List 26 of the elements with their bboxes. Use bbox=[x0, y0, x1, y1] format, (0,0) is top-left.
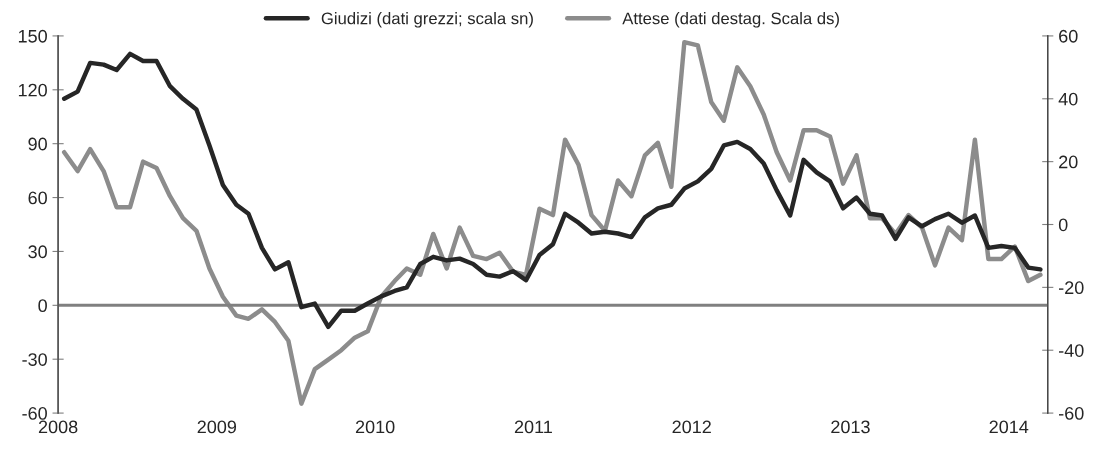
y2-tick-label: -20 bbox=[1058, 281, 1084, 295]
legend-label: Attese (dati destag. Scala ds) bbox=[622, 12, 839, 28]
y-tick-label: 90 bbox=[28, 137, 47, 151]
y-tick-label: -30 bbox=[22, 353, 47, 366]
y-tick-label: 0 bbox=[38, 299, 47, 313]
y-tick-label: -60 bbox=[22, 407, 47, 420]
y2-tick-label: -40 bbox=[1058, 344, 1084, 357]
x-tick-label: 2013 bbox=[831, 420, 870, 434]
x-tick-label: 2014 bbox=[989, 420, 1029, 434]
x-tick-label: 2010 bbox=[355, 420, 395, 434]
y2-tick-label: 20 bbox=[1059, 155, 1078, 169]
x-tick-label: 2012 bbox=[672, 420, 711, 434]
legend-label: Giudizi (dati grezzi; scala sn) bbox=[321, 12, 533, 28]
x-tick-label: 2011 bbox=[514, 420, 552, 434]
y-tick-label: 30 bbox=[28, 245, 47, 259]
y-tick-label: 120 bbox=[18, 83, 47, 97]
y2-tick-label: 60 bbox=[1059, 29, 1078, 43]
y-tick-label: 60 bbox=[28, 191, 47, 205]
y-tick-label: 150 bbox=[18, 29, 47, 43]
x-tick-label: 2008 bbox=[38, 420, 78, 434]
line-series bbox=[61, 39, 1043, 406]
y2-tick-label: -60 bbox=[1058, 407, 1084, 420]
x-tick-label: 2009 bbox=[197, 420, 237, 434]
y2-tick-label: 0 bbox=[1058, 218, 1068, 232]
y2-tick-label: 40 bbox=[1058, 92, 1078, 106]
line-series bbox=[61, 51, 1043, 330]
